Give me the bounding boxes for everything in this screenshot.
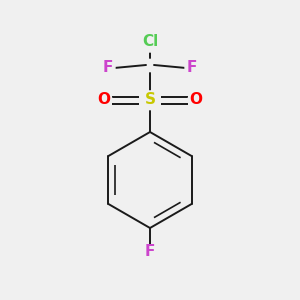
Text: F: F xyxy=(187,61,197,76)
Text: S: S xyxy=(145,92,155,107)
Circle shape xyxy=(185,61,199,75)
Circle shape xyxy=(141,91,159,109)
Circle shape xyxy=(188,92,204,108)
Text: O: O xyxy=(98,92,110,107)
Text: O: O xyxy=(190,92,202,107)
Text: F: F xyxy=(145,244,155,260)
Circle shape xyxy=(101,61,115,75)
Circle shape xyxy=(96,92,112,108)
Circle shape xyxy=(143,245,157,259)
Text: F: F xyxy=(103,61,113,76)
Text: Cl: Cl xyxy=(142,34,158,50)
Circle shape xyxy=(140,32,160,52)
